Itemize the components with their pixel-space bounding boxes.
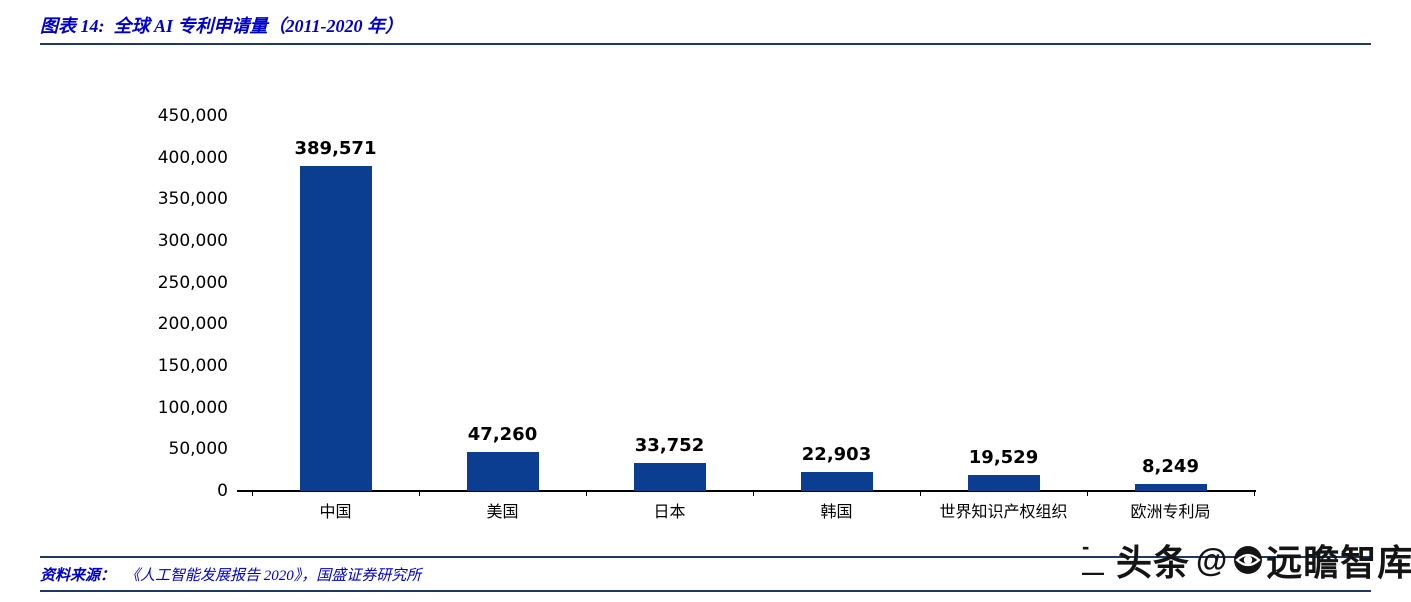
bar-value-label: 33,752 [634,435,705,456]
x-axis-category-label: 中国 [319,504,352,521]
source-label: 资料来源： [40,568,116,584]
y-axis-label: 150,000 [157,356,228,376]
x-axis-tick [1087,491,1088,496]
watermark-dashes: - — [1082,534,1108,585]
x-axis-category-label: 世界知识产权组织 [939,504,1068,521]
header-divider [40,43,1371,45]
y-axis-label: 200,000 [157,314,228,335]
bar [634,463,706,491]
y-axis-label: 0 [217,481,228,501]
y-axis-label: 350,000 [157,189,228,210]
bar [968,475,1040,491]
x-axis-category-label: 美国 [486,504,519,521]
y-axis-label: 100,000 [157,397,228,418]
bar-value-label: 47,260 [467,424,538,445]
x-axis-category-label: 欧洲专利局 [1130,504,1211,521]
source-line: 资料来源： 《人工智能发展报告 2020》，国盛证券研究所 [40,564,421,585]
x-axis-category-label: 日本 [653,504,686,521]
footer-divider-top [40,556,1371,558]
bar-value-label: 19,529 [968,447,1039,468]
bar-value-label: 8,249 [1142,456,1199,477]
figure-title-text: 全球 AI 专利申请量（2011-2020 年） [113,16,404,36]
x-axis-line [237,490,1256,492]
bar [300,166,372,491]
bar [467,452,539,491]
watermark: - — 头条 @ 远瞻智库 [1082,534,1411,586]
footer-divider-bottom [40,590,1371,592]
figure-title: 图表 14: 全球 AI 专利申请量（2011-2020 年） [40,12,403,38]
at-sign: @ [1196,541,1229,578]
x-axis-tick [1254,491,1255,496]
x-axis-tick [252,491,253,496]
y-axis-label: 300,000 [157,231,228,251]
watermark-brand-left: 头条 [1116,542,1191,583]
y-axis-label: 50,000 [168,439,228,460]
x-axis-tick [586,491,587,496]
yuanzhan-logo-icon [1234,546,1263,574]
y-axis-label: 250,000 [157,272,228,293]
bar [1135,484,1207,491]
bar-value-label: 389,571 [294,138,377,159]
x-axis-category-label: 韩国 [820,504,853,521]
bar [801,472,873,491]
bar-value-label: 22,903 [801,444,872,465]
source-text: 《人工智能发展报告 2020》，国盛证券研究所 [125,568,422,584]
x-axis-tick [753,491,754,496]
x-axis-tick [419,491,420,496]
x-axis-tick [920,491,921,496]
y-axis-label: 450,000 [157,106,228,126]
figure-label: 图表 14: [40,16,105,36]
watermark-brand-right: 远瞻智库 [1266,542,1411,583]
y-axis-label: 400,000 [157,147,228,168]
